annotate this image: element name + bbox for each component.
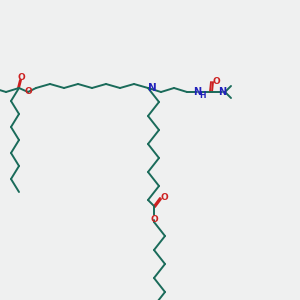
Text: N: N (218, 87, 226, 97)
Text: O: O (212, 77, 220, 86)
Text: O: O (160, 194, 168, 202)
Text: N: N (193, 87, 201, 97)
Text: O: O (17, 73, 25, 82)
Text: O: O (150, 214, 158, 224)
Text: H: H (199, 92, 205, 100)
Text: O: O (24, 88, 32, 97)
Text: N: N (148, 83, 156, 93)
